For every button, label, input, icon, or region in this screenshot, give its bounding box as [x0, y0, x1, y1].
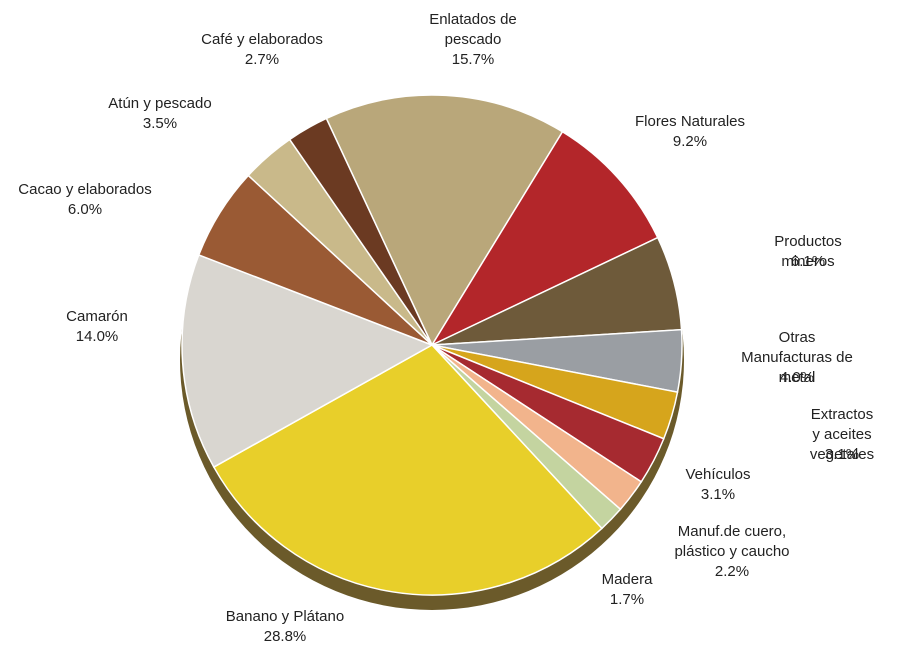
value-label: 6.0% [67, 201, 103, 218]
value-label: 28.8% [263, 628, 307, 645]
value-label: 3.5% [142, 115, 178, 132]
slice-label: Flores Naturales [634, 113, 746, 130]
pie-slice [288, 117, 433, 346]
pie-slice [430, 130, 659, 347]
slice-label: Atún y pescado [108, 95, 212, 112]
value-label: 3.1% [824, 446, 860, 463]
pie-slice [181, 253, 434, 469]
pie-slice [212, 344, 603, 596]
slice-label: Otras Manufacturas de metal [741, 329, 853, 386]
pie-slice [325, 94, 564, 347]
value-label: 6.1% [790, 253, 826, 270]
value-label: 9.2% [672, 133, 708, 150]
value-label: 1.7% [609, 591, 645, 608]
slice-label: Banano y Plátano [225, 608, 345, 625]
slice-label: Enlatados de pescado [429, 11, 517, 48]
slice-label: Camarón [66, 308, 128, 325]
value-label: 2.2% [714, 563, 750, 580]
slice-label: Productos mineros [774, 233, 842, 270]
slice-label: Cacao y elaborados [18, 181, 152, 198]
slice-label: Vehículos [685, 466, 751, 483]
slice-label: Extractos y aceites vegetales [809, 406, 875, 463]
value-label: 2.7% [244, 51, 280, 68]
value-label: 14.0% [75, 328, 119, 345]
slice-label: Madera [601, 571, 653, 588]
value-label: 4.0% [779, 369, 815, 386]
value-label: 15.7% [451, 51, 495, 68]
value-label: 3.1% [700, 486, 736, 503]
slice-label: Café y elaborados [201, 31, 323, 48]
slice-label: Manuf.de cuero, plástico y caucho [674, 523, 790, 560]
